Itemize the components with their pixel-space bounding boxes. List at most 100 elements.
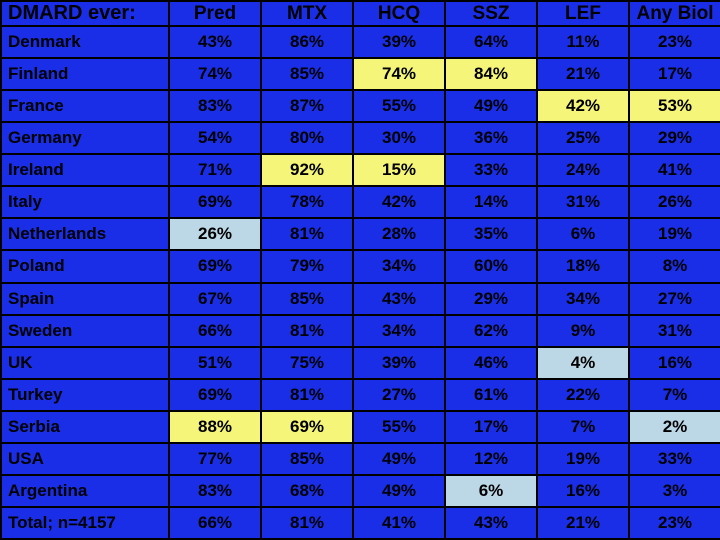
table-row: Argentina83%68%49%6%16%3% [1,475,720,507]
data-cell: 19% [537,443,629,475]
data-cell: 21% [537,58,629,90]
data-cell: 34% [537,283,629,315]
data-cell: 6% [445,475,537,507]
data-cell: 42% [353,186,445,218]
data-cell: 31% [629,315,720,347]
table-row: Sweden66%81%34%62%9%31% [1,315,720,347]
data-cell: 34% [353,315,445,347]
data-cell: 60% [445,250,537,282]
data-cell: 66% [169,315,261,347]
col-header: MTX [261,1,353,26]
data-cell: 54% [169,122,261,154]
data-cell: 27% [353,379,445,411]
data-cell: 43% [169,26,261,58]
data-cell: 71% [169,154,261,186]
row-label: Poland [1,250,169,282]
table-row: USA77%85%49%12%19%33% [1,443,720,475]
data-cell: 64% [445,26,537,58]
data-cell: 29% [629,122,720,154]
data-cell: 39% [353,26,445,58]
data-cell: 9% [537,315,629,347]
table-row: Serbia88%69%55%17%7%2% [1,411,720,443]
data-cell: 31% [537,186,629,218]
data-cell: 4% [537,347,629,379]
data-cell: 69% [169,186,261,218]
data-cell: 49% [353,475,445,507]
data-cell: 7% [537,411,629,443]
data-cell: 69% [261,411,353,443]
data-cell: 43% [445,507,537,539]
data-cell: 33% [629,443,720,475]
data-cell: 88% [169,411,261,443]
data-cell: 81% [261,315,353,347]
row-label: Turkey [1,379,169,411]
data-cell: 68% [261,475,353,507]
data-cell: 61% [445,379,537,411]
col-header: LEF [537,1,629,26]
data-cell: 69% [169,379,261,411]
data-cell: 85% [261,443,353,475]
data-cell: 41% [629,154,720,186]
data-cell: 35% [445,218,537,250]
data-cell: 42% [537,90,629,122]
data-cell: 26% [169,218,261,250]
data-cell: 21% [537,507,629,539]
data-cell: 3% [629,475,720,507]
row-label: Sweden [1,315,169,347]
data-cell: 85% [261,283,353,315]
data-cell: 22% [537,379,629,411]
data-cell: 2% [629,411,720,443]
data-cell: 84% [445,58,537,90]
data-cell: 80% [261,122,353,154]
row-label: France [1,90,169,122]
data-cell: 49% [445,90,537,122]
data-cell: 67% [169,283,261,315]
data-cell: 16% [537,475,629,507]
row-label: USA [1,443,169,475]
data-cell: 55% [353,411,445,443]
data-cell: 74% [169,58,261,90]
row-label: UK [1,347,169,379]
data-cell: 41% [353,507,445,539]
row-label: Argentina [1,475,169,507]
data-cell: 69% [169,250,261,282]
table-row: Italy69%78%42%14%31%26% [1,186,720,218]
data-cell: 81% [261,507,353,539]
data-cell: 11% [537,26,629,58]
data-cell: 24% [537,154,629,186]
row-label: Finland [1,58,169,90]
col-header: Any Biol [629,1,720,26]
data-cell: 86% [261,26,353,58]
table-row: UK51%75%39%46%4%16% [1,347,720,379]
data-cell: 81% [261,379,353,411]
table-row: Spain67%85%43%29%34%27% [1,283,720,315]
data-cell: 43% [353,283,445,315]
data-cell: 25% [537,122,629,154]
row-label: Spain [1,283,169,315]
table-row: France83%87%55%49%42%53% [1,90,720,122]
data-cell: 62% [445,315,537,347]
data-cell: 17% [629,58,720,90]
data-cell: 66% [169,507,261,539]
row-label: Serbia [1,411,169,443]
data-cell: 18% [537,250,629,282]
data-cell: 28% [353,218,445,250]
data-cell: 33% [445,154,537,186]
data-cell: 83% [169,475,261,507]
table-row: Ireland71%92%15%33%24%41% [1,154,720,186]
data-cell: 16% [629,347,720,379]
data-cell: 7% [629,379,720,411]
data-cell: 83% [169,90,261,122]
table-row: Germany54%80%30%36%25%29% [1,122,720,154]
data-cell: 87% [261,90,353,122]
data-cell: 36% [445,122,537,154]
data-cell: 81% [261,218,353,250]
col-header: Pred [169,1,261,26]
data-cell: 29% [445,283,537,315]
row-label: Netherlands [1,218,169,250]
data-cell: 15% [353,154,445,186]
data-cell: 14% [445,186,537,218]
data-cell: 53% [629,90,720,122]
data-cell: 26% [629,186,720,218]
data-cell: 23% [629,26,720,58]
